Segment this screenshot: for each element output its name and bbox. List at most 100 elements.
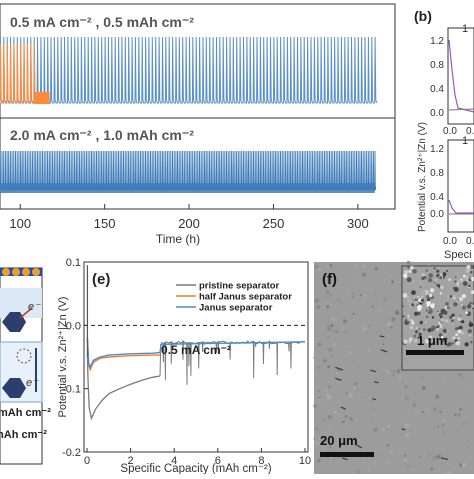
sem-scale-bar [320, 452, 374, 457]
sem-inset-grain [409, 337, 413, 341]
sem-grain [428, 453, 432, 457]
sem-inset-grain [402, 315, 405, 318]
sem-grain [315, 265, 318, 268]
sem-grain [362, 327, 366, 331]
sem-inset-grain [445, 319, 448, 322]
sem-inset-grain [459, 297, 463, 301]
sem-grain [375, 267, 379, 271]
sem-inset-grain [461, 304, 463, 306]
sem-grain [363, 265, 366, 268]
sem-grain [336, 331, 338, 333]
panel-a-x-tick-label: 250 [263, 216, 285, 231]
sem-grain [313, 356, 315, 358]
panel-a-x-tick-label: 150 [94, 216, 116, 231]
sem-grain [387, 460, 391, 464]
sem-inset-grain [436, 270, 439, 273]
sem-grain [436, 455, 440, 459]
janus-cycling-band [0, 183, 375, 193]
sem-grain [317, 366, 320, 369]
sem-grain [336, 421, 337, 422]
sem-grain [352, 292, 355, 295]
sem-inset-grain [466, 265, 470, 269]
sem-grain [327, 394, 330, 397]
sem-inset-grain [436, 328, 439, 331]
panel-a-top-annotation: 0.5 mA cm⁻² , 0.5 mAh cm⁻² [10, 14, 194, 30]
sem-inset-grain [421, 299, 424, 302]
sem-inset-grain [454, 298, 456, 300]
sem-inset-grain [468, 285, 470, 287]
sem-grain [404, 455, 406, 457]
sem-inset-grain [410, 266, 414, 270]
sem-grain [412, 403, 416, 407]
panel-b-upper-plot: 1 1.2 0.8 0.4 0.0 0.0 0. [430, 23, 474, 137]
sem-grain [383, 298, 387, 302]
sem-inset-grain [471, 266, 474, 269]
sem-inset-grain [428, 306, 430, 308]
panel-a-x-tick-label: 100 [9, 216, 31, 231]
panel-e-xlabel: Specific Capacity (mAh cm⁻²) [120, 463, 271, 474]
panel-a-x-tick-label: 300 [347, 216, 369, 231]
sem-grain [467, 447, 468, 448]
sem-grain [407, 465, 409, 467]
sem-inset-grain [416, 298, 418, 300]
sem-grain [345, 415, 348, 418]
sem-grain [372, 279, 373, 280]
sem-grain [361, 462, 363, 464]
sem-grain [327, 265, 329, 267]
sem-grain [374, 293, 376, 295]
sem-grain [381, 427, 385, 431]
sem-grain [405, 433, 409, 437]
sem-grain [356, 469, 360, 473]
panel-e-title: 0.5 mA cm⁻² [161, 343, 231, 357]
sem-inset-grain [467, 304, 471, 308]
sem-grain [460, 375, 464, 379]
sem-inset-grain [450, 295, 453, 298]
panel-b-ylabel: Potential v.s. Zn²⁺|Zn (V) [417, 122, 428, 232]
sem-inset-grain [420, 282, 422, 284]
sem-inset-grain [431, 328, 434, 331]
panel-c-label: mAh cm⁻² [0, 407, 51, 419]
sem-inset-grain [446, 270, 448, 272]
sem-grain [390, 414, 391, 415]
panel-a-xlabel: Time (h) [156, 232, 200, 246]
panel-c: e⁻ e⁻ mAh cm⁻² mAh cm⁻² [0, 268, 51, 464]
sem-inset-grain [412, 269, 416, 273]
sem-grain [343, 319, 347, 323]
sem-grain [351, 414, 353, 416]
sem-grain [353, 313, 355, 315]
sem-grain [369, 400, 373, 404]
sem-dark-feature [380, 336, 385, 337]
sem-inset-grain [447, 306, 450, 309]
sem-grain [442, 423, 445, 426]
panel-c-electron-label: e⁻ [28, 301, 41, 313]
sem-grain [322, 418, 325, 421]
sem-grain [435, 395, 439, 399]
sem-grain [374, 428, 376, 430]
sem-grain [437, 401, 439, 403]
sem-inset-grain [440, 286, 444, 290]
sem-grain [368, 310, 371, 313]
sem-grain [442, 431, 445, 434]
sem-inset-grain [432, 316, 435, 319]
sem-grain [433, 408, 437, 412]
sem-inset-grain [426, 301, 431, 306]
sem-grain [421, 376, 423, 378]
sem-grain [318, 343, 321, 346]
sem-inset-grain [466, 269, 470, 273]
sem-grain [459, 261, 461, 263]
sem-inset-grain [430, 304, 435, 309]
sem-grain [466, 448, 467, 449]
panel-b-upper-xtick: 0.0 [443, 126, 457, 137]
sem-inset-grain [457, 279, 461, 283]
sem-grain [332, 355, 333, 356]
sem-grain [386, 444, 389, 447]
sem-inset-grain [413, 300, 418, 305]
sem-inset-grain [403, 274, 407, 278]
panel-c-zn-ion [2, 268, 10, 276]
sem-grain [387, 425, 390, 428]
sem-inset-grain [440, 292, 442, 294]
sem-inset-grain [426, 310, 428, 312]
sem-grain [378, 368, 380, 370]
